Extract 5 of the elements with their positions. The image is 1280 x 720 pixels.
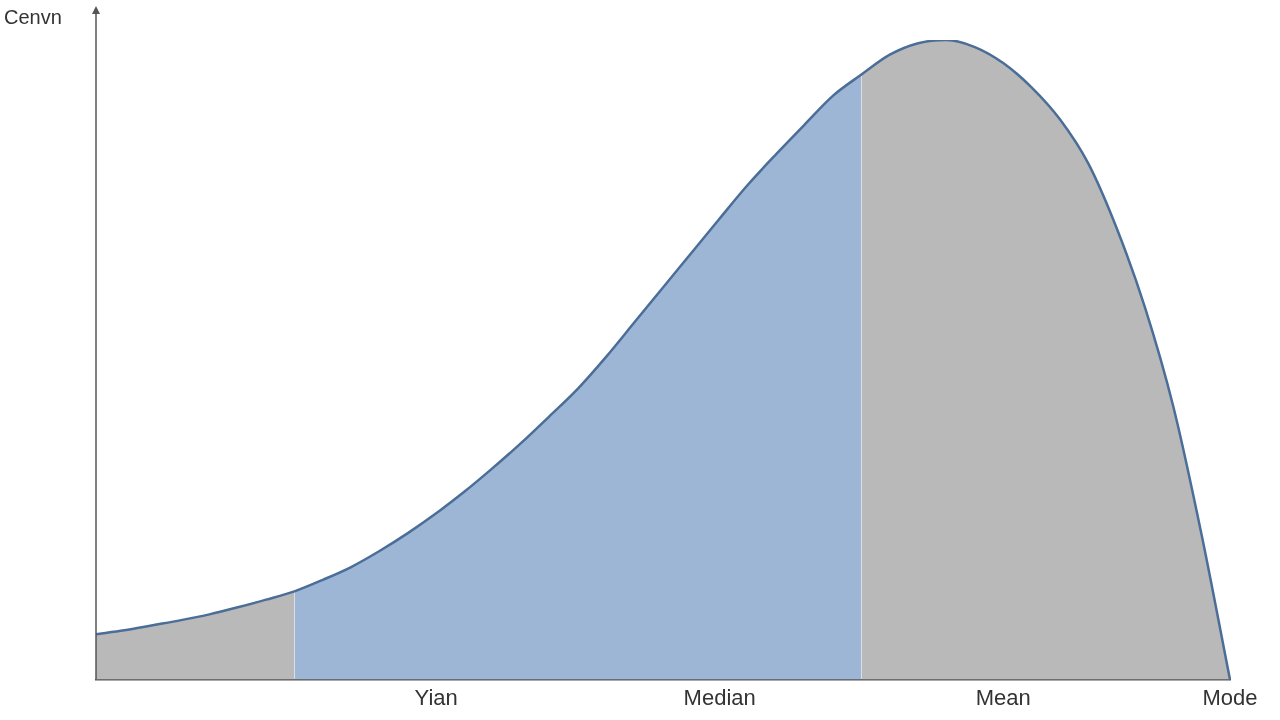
y-axis-title: Cenvn bbox=[4, 5, 62, 28]
x-tick-label: Mode bbox=[1202, 684, 1258, 710]
x-tick-label: Mean bbox=[975, 684, 1031, 710]
x-tick-label: Median bbox=[683, 684, 756, 710]
x-tick-label: Yian bbox=[414, 684, 458, 710]
